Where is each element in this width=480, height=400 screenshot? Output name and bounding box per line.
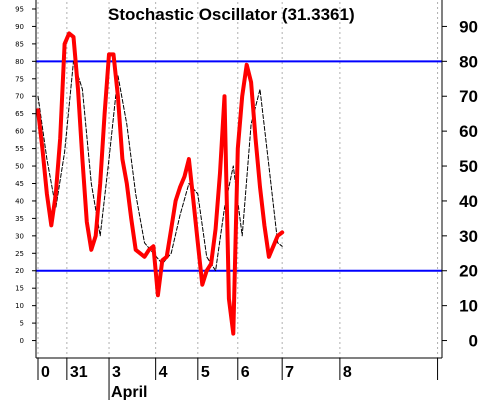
right-tick-label-10: 10 bbox=[459, 297, 478, 316]
left-tick-label-10: 10 bbox=[15, 302, 24, 310]
x-tick-label-1: 31 bbox=[70, 364, 88, 381]
right-axis-ticks: 0 10 20 30 40 50 60 70 80 90 bbox=[442, 17, 478, 351]
left-tick-label-5: 5 bbox=[20, 320, 24, 328]
chart-title: Stochastic Oscillator (31.3361) bbox=[108, 5, 355, 24]
left-tick-label-70: 70 bbox=[15, 93, 24, 101]
vertical-grid bbox=[37, 2, 439, 358]
stochastic-d-line bbox=[37, 60, 283, 272]
left-tick-label-20: 20 bbox=[15, 267, 24, 275]
left-tick-label-0: 0 bbox=[20, 337, 24, 345]
x-tick-label-3: 4 bbox=[159, 364, 168, 381]
x-tick-label-0: 0 bbox=[41, 364, 50, 381]
left-tick-label-40: 40 bbox=[15, 197, 24, 205]
x-axis-ticks: 0 31 3 4 5 6 7 8 April bbox=[37, 358, 439, 400]
left-tick-label-25: 25 bbox=[15, 250, 24, 258]
series-layer bbox=[36, 31, 285, 336]
x-tick-label-6: 7 bbox=[285, 364, 294, 381]
left-tick-label-65: 65 bbox=[15, 110, 24, 118]
left-tick-label-30: 30 bbox=[15, 232, 24, 240]
right-tick-label-90: 90 bbox=[459, 17, 478, 36]
right-tick-label-50: 50 bbox=[459, 157, 478, 176]
x-tick-label-7: 8 bbox=[343, 364, 352, 381]
plot-frame bbox=[35, 0, 443, 359]
left-axis-ticks: 0 5 10 15 20 25 30 35 40 45 50 55 60 65 70 75 80 85 90 95 bbox=[15, 5, 36, 345]
right-tick-label-0: 0 bbox=[469, 332, 478, 351]
x-tick-label-4: 5 bbox=[201, 364, 210, 381]
left-tick-label-50: 50 bbox=[15, 163, 24, 171]
left-tick-label-75: 75 bbox=[15, 75, 24, 83]
left-tick-label-15: 15 bbox=[15, 285, 24, 293]
right-tick-label-80: 80 bbox=[459, 52, 478, 71]
x-tick-label-2: 3 bbox=[112, 364, 121, 381]
right-tick-label-60: 60 bbox=[459, 122, 478, 141]
left-tick-label-85: 85 bbox=[15, 40, 24, 48]
reference-lines bbox=[36, 60, 442, 272]
left-tick-label-80: 80 bbox=[15, 58, 24, 66]
left-tick-label-60: 60 bbox=[15, 128, 24, 136]
left-tick-label-90: 90 bbox=[15, 23, 24, 31]
left-tick-label-55: 55 bbox=[15, 145, 24, 153]
right-tick-label-70: 70 bbox=[459, 87, 478, 106]
month-label: April bbox=[111, 384, 147, 400]
right-tick-label-40: 40 bbox=[459, 192, 478, 211]
left-tick-label-95: 95 bbox=[15, 5, 24, 13]
right-tick-label-20: 20 bbox=[459, 262, 478, 281]
x-tick-label-5: 6 bbox=[241, 364, 250, 381]
left-tick-label-35: 35 bbox=[15, 215, 24, 223]
right-tick-label-30: 30 bbox=[459, 227, 478, 246]
stochastic-k-line bbox=[36, 31, 285, 336]
left-tick-label-45: 45 bbox=[15, 180, 24, 188]
